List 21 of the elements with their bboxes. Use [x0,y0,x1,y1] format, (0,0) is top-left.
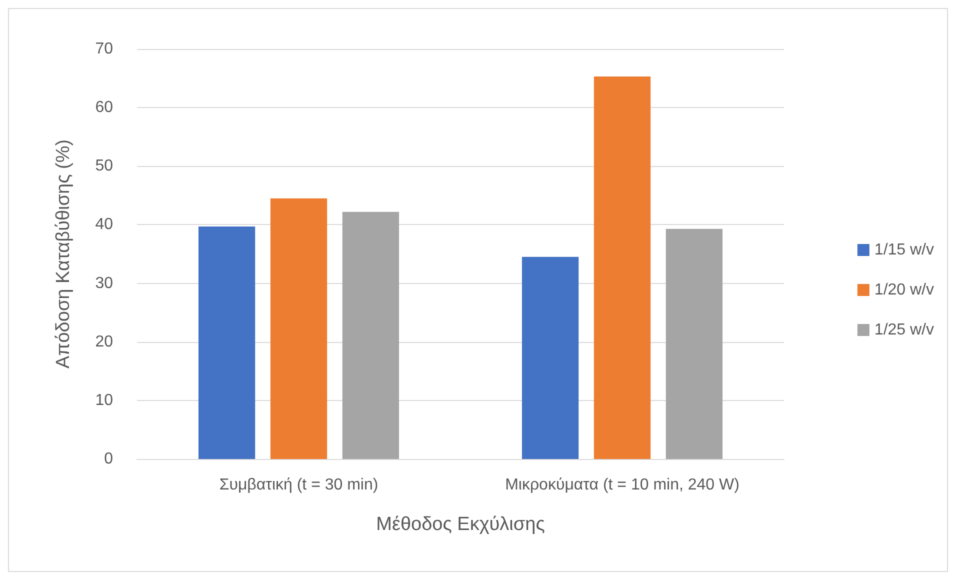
y-tick-label: 10 [95,392,114,409]
legend-label: 1/25 w/v [874,322,934,338]
bar [198,226,256,459]
bar [666,228,723,459]
bar [342,212,400,459]
bar [522,256,579,459]
y-tick-label: 70 [95,40,114,58]
y-tick-label: 40 [95,216,114,234]
y-tick-label: 0 [104,450,114,468]
x-axis-title: Μέθοδος Εκχύλισης [376,514,545,535]
legend-label: 1/20 w/v [874,282,934,298]
bar [270,198,328,459]
y-tick-label: 50 [95,158,114,175]
legend-label: 1/15 w/v [874,242,934,258]
y-tick-label: 30 [95,274,114,292]
y-tick-label: 20 [95,333,114,350]
bar [594,76,651,459]
x-tick-label: Μικροκύματα (t = 10 min, 240 W) [505,476,740,494]
x-tick-label: Συμβατική (t = 30 min) [219,476,378,494]
y-tick-label: 60 [95,99,114,116]
y-axis-title: Απόδοση Καταβύθισης (%) [53,139,74,369]
